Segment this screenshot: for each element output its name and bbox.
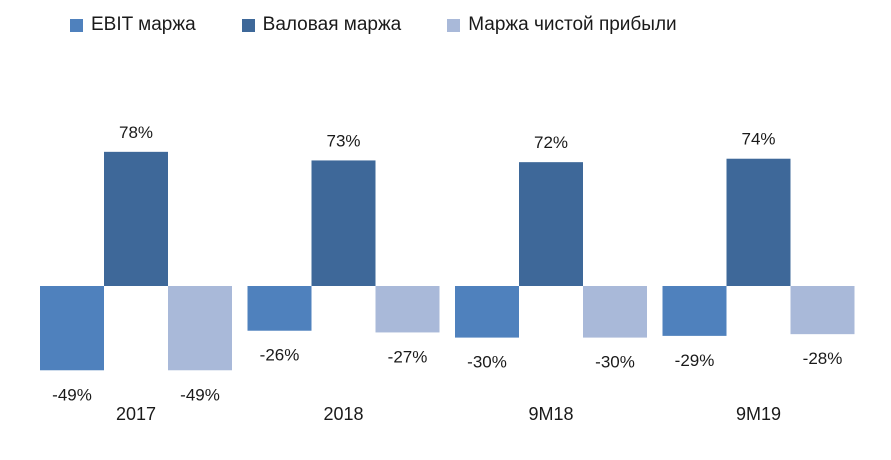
bar-2017-series-1: [104, 151, 168, 286]
legend-label-net: Маржа чистой прибыли: [468, 14, 677, 35]
bar-2018-series-2: [375, 286, 440, 333]
data-label-2017-series-2: -49%: [180, 385, 220, 404]
data-label-9m18-series-2: -30%: [595, 353, 635, 372]
bar-9m18-series-2: [583, 286, 647, 338]
category-label-9m19: 9M19: [736, 404, 781, 424]
data-label-2017-series-0: -49%: [52, 385, 92, 404]
legend-item-ebit: EBIT маржа: [70, 14, 196, 36]
bar-9m19-series-0: [662, 286, 727, 336]
legend-swatch-ebit: [70, 18, 83, 32]
data-label-9m18-series-0: -30%: [467, 353, 507, 372]
bar-2018-series-0: [247, 286, 312, 331]
category-label-9m18: 9M18: [528, 404, 573, 424]
data-label-2018-series-2: -27%: [388, 347, 428, 366]
data-label-9m19-series-1: 74%: [741, 130, 775, 149]
legend-label-gross: Валовая маржа: [262, 14, 402, 35]
bar-2017-series-0: [40, 286, 104, 371]
legend-swatch-gross: [241, 18, 255, 32]
legend-label-ebit: EBIT маржа: [91, 14, 196, 35]
data-label-2018-series-1: 73%: [326, 131, 360, 150]
legend-swatch-net: [447, 18, 461, 32]
legend-item-gross: Валовая маржа: [241, 14, 402, 36]
bar-9m18-series-1: [519, 162, 583, 286]
category-label-2018: 2018: [323, 404, 363, 424]
bar-9m19-series-1: [726, 158, 791, 286]
data-label-2017-series-1: 78%: [119, 123, 153, 142]
data-label-2018-series-0: -26%: [260, 346, 300, 365]
data-label-9m19-series-0: -29%: [675, 351, 715, 370]
legend-item-net: Маржа чистой прибыли: [447, 14, 677, 36]
bar-9m18-series-0: [455, 286, 519, 338]
chart-legend: EBIT маржа Валовая маржа Маржа чистой пр…: [70, 14, 677, 36]
bar-2018-series-1: [311, 160, 376, 286]
data-label-9m18-series-1: 72%: [534, 133, 568, 152]
data-label-9m19-series-2: -28%: [803, 349, 843, 368]
bar-2017-series-2: [168, 286, 232, 371]
category-label-2017: 2017: [116, 404, 156, 424]
bar-9m19-series-2: [790, 286, 855, 335]
